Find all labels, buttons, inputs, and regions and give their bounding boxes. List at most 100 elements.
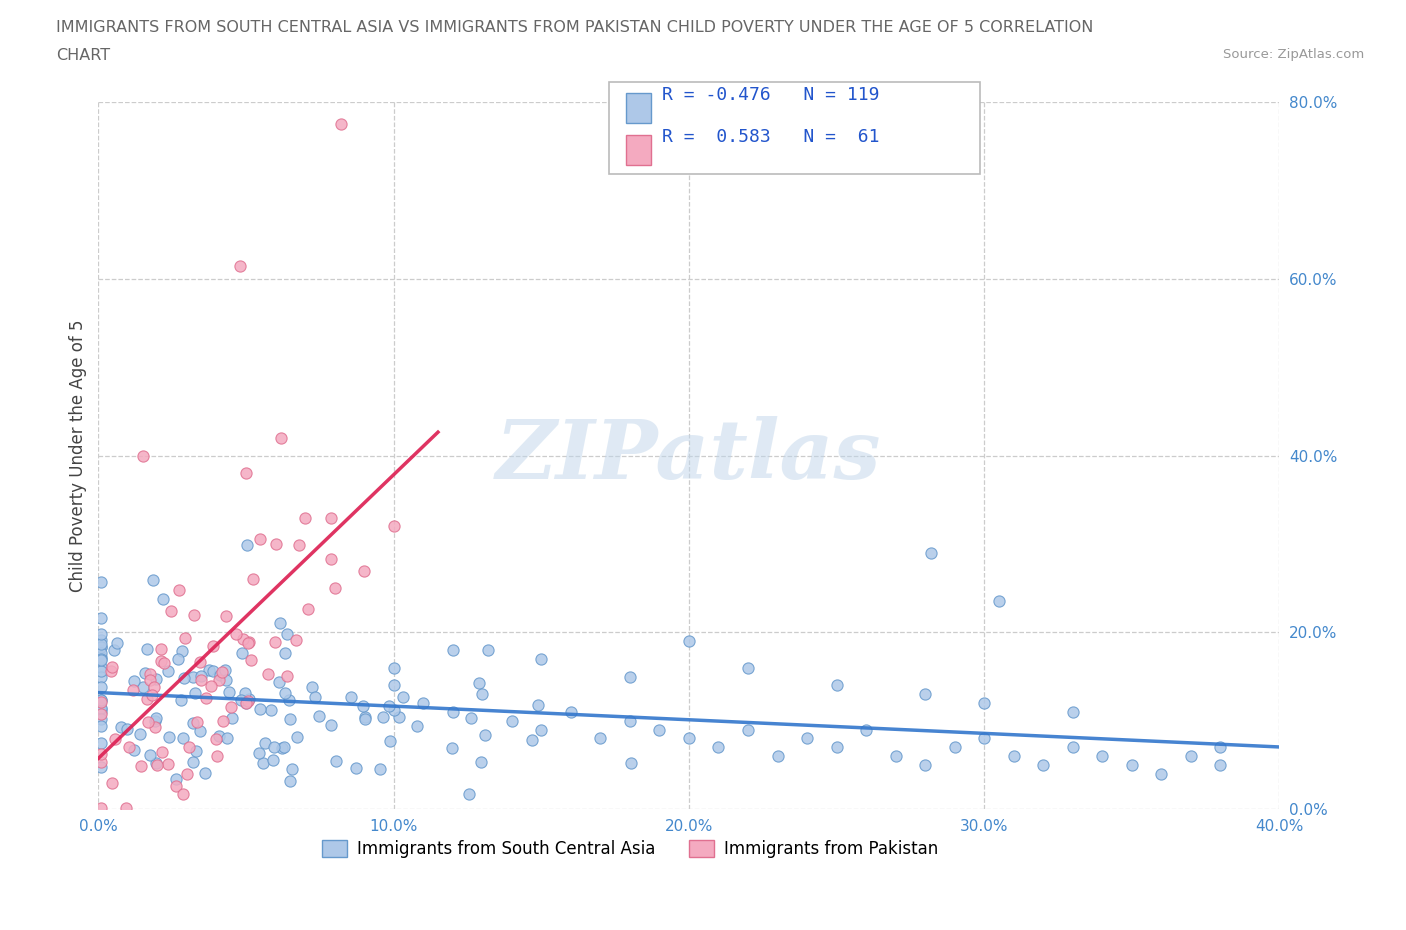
Point	[257, 667, 280, 682]
Point	[678, 731, 700, 746]
Point	[319, 718, 342, 733]
Point	[354, 710, 377, 724]
Point	[884, 749, 907, 764]
Point	[90, 695, 112, 710]
Point	[122, 673, 145, 688]
Point	[288, 537, 311, 551]
Point	[441, 705, 464, 720]
Point	[392, 689, 415, 704]
Point	[90, 636, 112, 651]
Point	[90, 711, 112, 726]
Point	[737, 722, 759, 737]
Point	[200, 679, 222, 694]
Point	[229, 692, 252, 707]
Point	[177, 739, 200, 754]
Point	[914, 757, 936, 772]
Y-axis label: Child Poverty Under the Age of 5: Child Poverty Under the Age of 5	[69, 319, 87, 592]
Point	[132, 448, 155, 463]
Point	[90, 575, 112, 590]
Point	[214, 663, 236, 678]
Point	[90, 701, 112, 716]
Point	[167, 652, 190, 667]
Point	[589, 731, 612, 746]
Point	[101, 776, 124, 790]
Point	[382, 703, 405, 718]
Point	[231, 645, 253, 660]
Point	[90, 659, 112, 674]
Point	[156, 663, 179, 678]
Point	[152, 591, 174, 606]
Point	[136, 715, 159, 730]
Point	[218, 684, 240, 699]
Point	[188, 655, 211, 670]
Point	[259, 703, 281, 718]
Point	[90, 632, 112, 647]
Point	[252, 755, 274, 770]
Point	[188, 724, 211, 738]
Point	[460, 711, 482, 725]
Point	[194, 765, 217, 780]
Point	[560, 705, 582, 720]
Point	[139, 667, 162, 682]
Point	[208, 729, 231, 744]
Point	[619, 670, 641, 684]
Point	[278, 711, 301, 726]
Point	[90, 649, 112, 664]
Point	[90, 610, 112, 625]
Point	[470, 755, 492, 770]
Point	[526, 698, 548, 712]
Point	[90, 693, 112, 708]
Point	[973, 731, 995, 746]
Point	[229, 259, 252, 273]
Point	[1002, 749, 1025, 764]
Point	[249, 531, 271, 546]
Point	[796, 731, 818, 746]
Point	[240, 652, 263, 667]
Point	[104, 731, 127, 746]
Point	[530, 651, 553, 666]
Point	[105, 635, 128, 650]
Point	[270, 431, 292, 445]
Point	[619, 713, 641, 728]
Point	[943, 740, 966, 755]
Point	[90, 755, 112, 770]
Point	[329, 117, 352, 132]
Point	[142, 573, 165, 588]
Point	[263, 739, 285, 754]
Point	[276, 627, 298, 642]
Point	[208, 672, 231, 687]
Point	[136, 691, 159, 706]
Point	[281, 762, 304, 777]
Point	[157, 729, 180, 744]
Point	[914, 686, 936, 701]
Point	[477, 643, 499, 658]
Point	[103, 643, 125, 658]
Point	[121, 683, 143, 698]
Point	[264, 537, 287, 551]
Point	[325, 754, 347, 769]
Point	[284, 632, 307, 647]
Point	[301, 680, 323, 695]
Point	[238, 694, 260, 709]
Point	[278, 773, 301, 788]
Point	[139, 672, 162, 687]
Point	[247, 746, 270, 761]
Point	[174, 631, 197, 645]
Point	[530, 722, 553, 737]
Point	[225, 626, 247, 641]
Point	[368, 762, 391, 777]
Text: Source: ZipAtlas.com: Source: ZipAtlas.com	[1223, 48, 1364, 61]
Text: R = -0.476   N = 119: R = -0.476 N = 119	[662, 86, 880, 104]
Point	[405, 719, 427, 734]
Point	[352, 698, 374, 713]
Point	[122, 742, 145, 757]
Text: CHART: CHART	[56, 48, 110, 63]
Point	[90, 652, 112, 667]
Point	[235, 696, 257, 711]
Point	[242, 571, 264, 586]
Point	[172, 787, 194, 802]
Point	[215, 608, 238, 623]
Point	[648, 722, 671, 737]
Point	[90, 701, 112, 716]
Point	[165, 772, 187, 787]
